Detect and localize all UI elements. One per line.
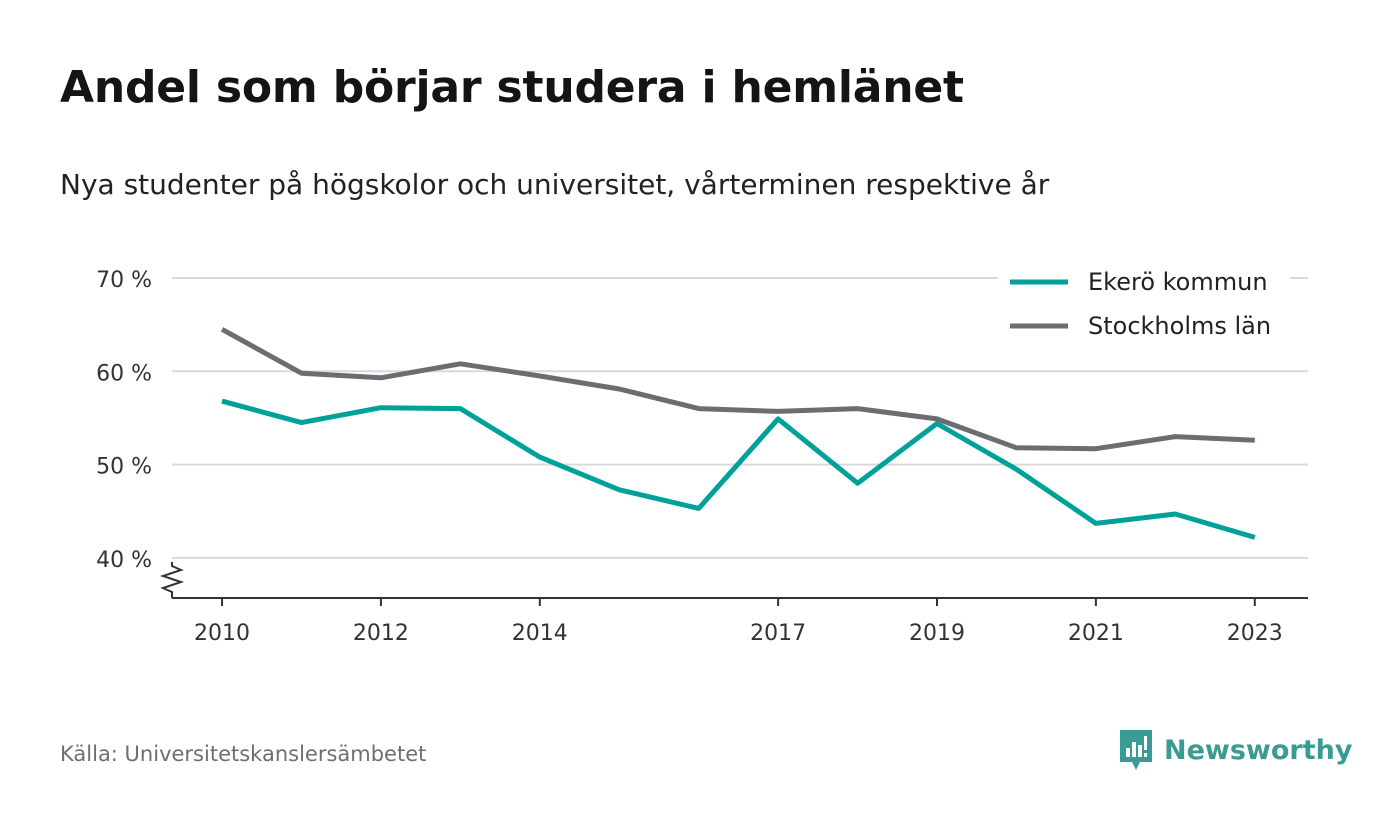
y-tick-label: 60 % [96, 361, 152, 386]
brand-name: Newsworthy [1164, 734, 1353, 766]
x-tick-label: 2021 [1068, 621, 1124, 646]
brand-logo[interactable]: Newsworthy [1118, 728, 1352, 772]
x-tick-label: 2017 [750, 621, 806, 646]
legend-label: Stockholms län [1088, 312, 1271, 340]
x-tick-label: 2023 [1227, 621, 1283, 646]
chart-title: Andel som börjar studera i hemlänet [60, 62, 964, 113]
legend-background [998, 262, 1290, 346]
x-tick-label: 2010 [194, 621, 250, 646]
source-note: Källa: Universitetskanslersämbetet [60, 742, 427, 766]
y-tick-label: 50 % [96, 455, 152, 480]
series-line-ekero [221, 398, 1256, 540]
series-line-stockholm [220, 327, 1255, 452]
y-tick-label: 40 % [96, 548, 152, 573]
legend-label: Ekerö kommun [1088, 268, 1268, 296]
y-axis-break-icon [159, 562, 185, 598]
y-tick-label: 70 % [96, 268, 152, 293]
x-tick-label: 2019 [909, 621, 965, 646]
chart-subtitle: Nya studenter på högskolor och universit… [60, 168, 1050, 201]
x-tick-label: 2012 [353, 621, 409, 646]
newsworthy-icon [1120, 730, 1152, 770]
x-tick-label: 2014 [512, 621, 568, 646]
